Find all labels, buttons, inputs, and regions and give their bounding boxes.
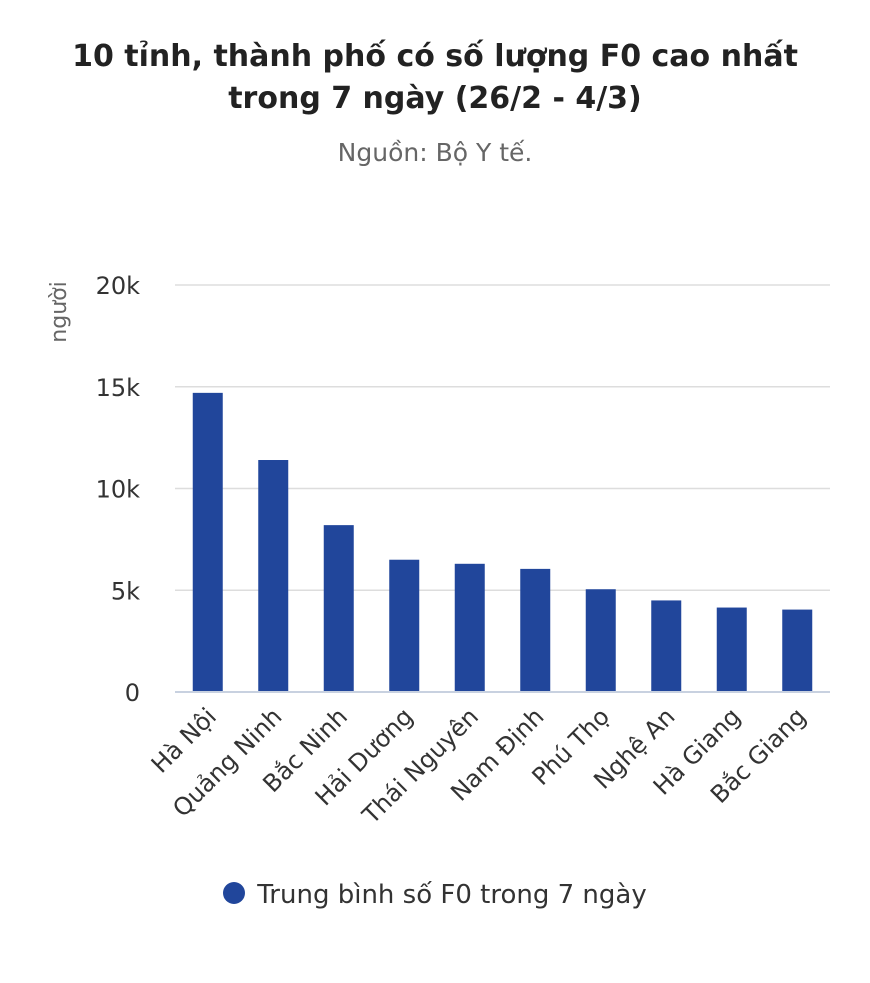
y-tick-label: 10k xyxy=(96,476,141,504)
bar xyxy=(585,589,616,692)
legend[interactable]: Trung bình số F0 trong 7 ngày xyxy=(0,880,870,910)
bar xyxy=(454,563,485,692)
bar xyxy=(520,568,551,692)
chart-title-line-1: 10 tỉnh, thành phố có số lượng F0 cao nh… xyxy=(72,39,798,74)
bar xyxy=(716,607,747,692)
bar xyxy=(192,392,223,692)
y-axis-label: người xyxy=(47,281,72,342)
chart-title: 10 tỉnh, thành phố có số lượng F0 cao nh… xyxy=(0,36,870,120)
y-tick-label: 5k xyxy=(111,577,140,605)
chart-subtitle: Nguồn: Bộ Y tế. xyxy=(337,138,533,167)
y-tick-label: 15k xyxy=(96,374,141,402)
y-tick-label: 20k xyxy=(96,272,141,300)
bar xyxy=(651,600,682,692)
bar xyxy=(782,609,813,692)
chart-title-line-2: trong 7 ngày (26/2 - 4/3) xyxy=(228,81,642,116)
y-tick-label: 0 xyxy=(125,679,140,707)
bar xyxy=(323,525,354,692)
bar xyxy=(258,460,289,692)
legend-label: Trung bình số F0 trong 7 ngày xyxy=(257,880,647,910)
bar xyxy=(389,559,420,692)
legend-marker xyxy=(223,882,246,904)
